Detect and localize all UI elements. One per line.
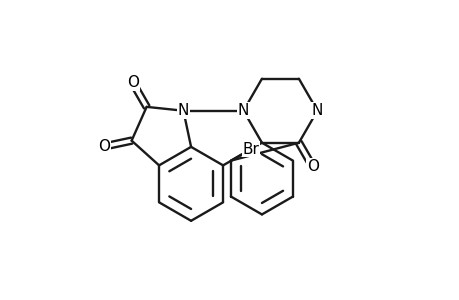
Text: N: N	[311, 103, 322, 118]
Text: Br: Br	[242, 142, 259, 157]
Text: N: N	[177, 103, 189, 118]
Text: O: O	[306, 159, 318, 174]
Text: N: N	[237, 103, 249, 118]
Text: O: O	[127, 75, 139, 90]
Text: O: O	[98, 139, 110, 154]
